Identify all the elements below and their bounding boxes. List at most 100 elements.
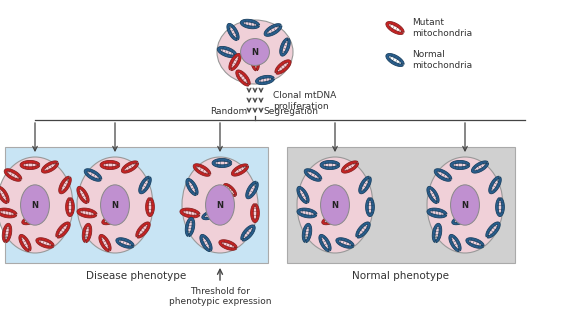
Polygon shape [341,161,359,173]
Polygon shape [217,47,237,58]
Polygon shape [251,203,259,222]
Polygon shape [77,208,97,218]
Polygon shape [219,240,237,250]
Polygon shape [322,215,338,225]
Polygon shape [56,222,70,238]
Polygon shape [386,21,404,35]
Polygon shape [241,225,255,241]
Text: N: N [112,201,118,209]
Polygon shape [466,238,484,248]
Text: Clonal mtDNA
proliferation: Clonal mtDNA proliferation [273,91,336,111]
Text: Disease phenotype: Disease phenotype [87,271,187,281]
Polygon shape [434,169,452,181]
Ellipse shape [182,157,258,253]
Polygon shape [185,217,195,237]
Ellipse shape [241,39,269,65]
Polygon shape [0,186,9,204]
Polygon shape [264,24,282,37]
Polygon shape [224,184,237,197]
Polygon shape [488,176,501,194]
Polygon shape [84,169,102,181]
Polygon shape [116,238,134,248]
Polygon shape [320,160,340,170]
Polygon shape [359,176,371,194]
Polygon shape [59,176,71,194]
Polygon shape [449,234,461,252]
Polygon shape [22,215,38,225]
Polygon shape [471,161,488,173]
Text: Normal
mitochondria: Normal mitochondria [412,50,472,70]
Polygon shape [464,189,477,202]
Ellipse shape [205,185,234,225]
Polygon shape [113,189,127,202]
Text: Normal phenotype: Normal phenotype [353,271,449,281]
Polygon shape [486,222,500,238]
Polygon shape [333,189,346,202]
Text: N: N [461,201,469,209]
Polygon shape [302,223,312,243]
Ellipse shape [77,157,153,253]
Polygon shape [193,164,211,176]
Polygon shape [145,198,155,216]
Polygon shape [366,198,374,216]
Polygon shape [82,223,92,243]
Bar [287,147,515,263]
Polygon shape [280,38,290,56]
Polygon shape [427,208,447,218]
Polygon shape [136,222,150,238]
Polygon shape [139,176,151,194]
Polygon shape [255,75,275,85]
Polygon shape [0,208,17,218]
Polygon shape [297,208,317,218]
Polygon shape [200,234,212,252]
Polygon shape [212,158,232,168]
Polygon shape [20,160,40,170]
Polygon shape [297,186,309,204]
Ellipse shape [0,157,73,253]
Polygon shape [450,160,470,170]
Polygon shape [180,208,200,218]
Text: N: N [217,201,224,209]
Polygon shape [66,198,74,216]
Polygon shape [186,179,198,196]
Text: N: N [251,48,259,57]
Polygon shape [275,60,291,74]
Polygon shape [36,238,54,248]
Polygon shape [19,234,31,252]
Polygon shape [99,234,111,252]
Polygon shape [4,169,22,181]
Text: N: N [332,201,338,209]
Text: Random: Random [210,107,247,116]
Polygon shape [236,70,250,86]
Polygon shape [41,161,59,173]
Polygon shape [33,189,46,202]
Text: Segregation: Segregation [263,107,318,116]
Ellipse shape [101,185,130,225]
Bar [5,147,268,263]
Ellipse shape [217,20,293,84]
Text: N: N [32,201,38,209]
Polygon shape [231,164,248,176]
Polygon shape [121,161,139,173]
Polygon shape [356,222,370,238]
Polygon shape [229,53,241,71]
Ellipse shape [320,185,349,225]
Polygon shape [304,169,322,181]
Polygon shape [319,234,331,252]
Polygon shape [102,215,118,225]
Ellipse shape [20,185,49,225]
Polygon shape [77,186,89,204]
Polygon shape [241,19,260,29]
Polygon shape [251,53,259,71]
Polygon shape [100,160,120,170]
Text: Mutant
mitochondria: Mutant mitochondria [412,18,472,38]
Polygon shape [452,215,468,225]
Polygon shape [202,210,218,220]
Polygon shape [432,223,441,243]
Polygon shape [246,181,258,199]
Polygon shape [427,186,439,204]
Polygon shape [2,223,12,243]
Ellipse shape [297,157,373,253]
Ellipse shape [451,185,479,225]
Text: Threshold for
phenotypic expression: Threshold for phenotypic expression [169,287,271,307]
